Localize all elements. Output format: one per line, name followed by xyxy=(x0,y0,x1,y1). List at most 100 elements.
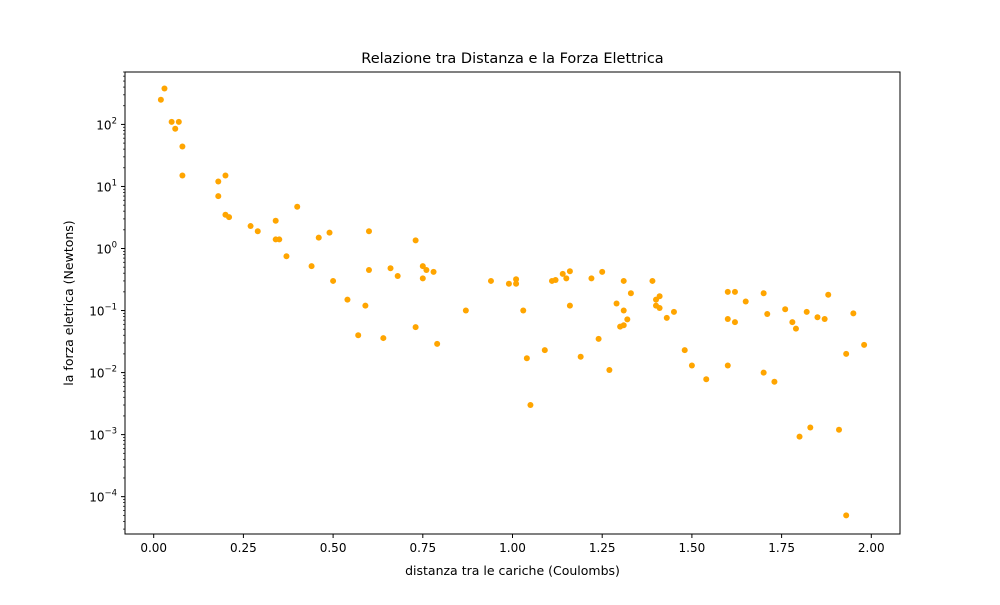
data-point xyxy=(523,355,530,362)
data-point xyxy=(760,369,767,376)
data-point xyxy=(703,376,710,383)
data-point xyxy=(541,347,548,354)
y-tick-label-exponent: 0 xyxy=(112,241,117,251)
x-tick-label: 1.00 xyxy=(499,541,526,555)
data-point xyxy=(613,300,620,307)
data-point xyxy=(836,426,843,433)
data-point xyxy=(792,325,799,332)
y-tick-label-exponent: 2 xyxy=(112,116,117,126)
data-point xyxy=(161,85,168,92)
data-point xyxy=(505,280,512,287)
y-tick-label-base: 10 xyxy=(96,243,111,257)
y-tick-label: 10−4 xyxy=(89,489,117,505)
data-point xyxy=(365,228,372,235)
x-tick-label: 2.00 xyxy=(858,541,885,555)
data-point xyxy=(627,290,634,297)
data-point xyxy=(157,96,164,103)
y-tick-label: 101 xyxy=(96,178,117,194)
data-point xyxy=(215,193,222,200)
data-point xyxy=(656,293,663,300)
y-tick-label-base: 10 xyxy=(89,429,104,443)
axis-ticks: 0.00 0.25 0.50 0.75 1.00 1.25 1.50 1.75 2.0010−4… xyxy=(89,71,885,555)
data-point xyxy=(412,324,419,331)
x-tick-label: 1.75 xyxy=(768,541,795,555)
data-point xyxy=(168,118,175,125)
x-tick-label: 0.25 xyxy=(230,541,257,555)
y-tick-label-exponent: −2 xyxy=(104,365,117,375)
data-point xyxy=(294,203,301,210)
x-tick-label: 0.00 xyxy=(140,541,167,555)
y-tick-label: 10−2 xyxy=(89,365,117,381)
data-point xyxy=(764,310,771,317)
y-tick-label-exponent: 1 xyxy=(112,178,117,188)
y-tick-label-exponent: −4 xyxy=(104,489,117,499)
data-point xyxy=(434,340,441,347)
data-point xyxy=(254,228,261,235)
data-point xyxy=(308,263,315,270)
data-point xyxy=(355,332,362,339)
chart-title: Relazione tra Distanza e la Forza Elettr… xyxy=(361,51,663,67)
data-point xyxy=(670,308,677,315)
y-tick-label: 100 xyxy=(96,241,117,257)
y-tick-label-base: 10 xyxy=(96,118,111,132)
data-point xyxy=(577,353,584,360)
y-tick-label-exponent: −3 xyxy=(104,427,117,437)
data-point xyxy=(272,217,279,224)
data-point xyxy=(843,350,850,357)
data-point xyxy=(724,362,731,369)
data-point xyxy=(731,288,738,295)
y-tick-label: 10−1 xyxy=(89,303,117,319)
data-point xyxy=(807,424,814,431)
data-point xyxy=(380,335,387,342)
x-tick-label: 0.75 xyxy=(409,541,436,555)
data-point xyxy=(803,308,810,315)
data-point xyxy=(172,125,179,132)
data-point xyxy=(179,172,186,179)
data-point xyxy=(599,268,606,275)
data-point xyxy=(814,314,821,321)
data-point xyxy=(656,304,663,311)
y-tick-label-base: 10 xyxy=(96,180,111,194)
data-point xyxy=(344,296,351,303)
x-tick-label: 1.50 xyxy=(679,541,706,555)
y-tick-label: 102 xyxy=(96,116,117,132)
data-point xyxy=(222,172,229,179)
data-point xyxy=(175,118,182,125)
data-point xyxy=(394,273,401,280)
y-tick-label: 10−3 xyxy=(89,427,117,443)
data-point xyxy=(620,322,627,329)
data-point xyxy=(789,319,796,326)
data-point xyxy=(566,302,573,309)
data-point xyxy=(620,277,627,284)
plot-area xyxy=(124,71,901,535)
data-point xyxy=(595,335,602,342)
data-point xyxy=(850,310,857,317)
y-tick-label-base: 10 xyxy=(89,305,104,319)
data-point xyxy=(423,267,430,274)
data-point xyxy=(179,143,186,150)
data-point xyxy=(681,347,688,354)
data-point xyxy=(365,267,372,274)
y-tick-label-exponent: −1 xyxy=(104,303,117,313)
data-point xyxy=(559,270,566,277)
data-point xyxy=(731,319,738,326)
data-point xyxy=(663,314,670,321)
data-point xyxy=(276,236,283,243)
data-point xyxy=(315,234,322,241)
data-point xyxy=(215,178,222,185)
x-axis-label: distanza tra le cariche (Coulombs) xyxy=(405,563,620,578)
data-point xyxy=(412,237,419,244)
data-point xyxy=(606,367,613,374)
y-tick-label-base: 10 xyxy=(89,367,104,381)
x-tick-label: 0.50 xyxy=(320,541,347,555)
data-point xyxy=(620,307,627,314)
y-tick-label-base: 10 xyxy=(89,491,104,505)
data-point xyxy=(520,307,527,314)
data-point xyxy=(843,512,850,519)
data-point xyxy=(527,402,534,409)
data-point xyxy=(226,214,233,221)
data-point xyxy=(724,288,731,295)
data-point xyxy=(247,223,254,230)
